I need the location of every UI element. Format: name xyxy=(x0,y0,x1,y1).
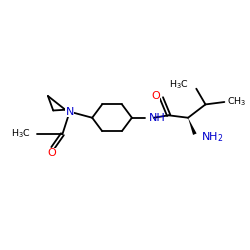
Text: NH: NH xyxy=(149,113,166,123)
Text: NH$_2$: NH$_2$ xyxy=(201,130,224,144)
Text: H$_3$C: H$_3$C xyxy=(169,78,189,90)
Text: O: O xyxy=(152,91,160,101)
Polygon shape xyxy=(188,118,196,135)
Text: N: N xyxy=(66,107,74,117)
Text: CH$_3$: CH$_3$ xyxy=(227,96,247,108)
Text: O: O xyxy=(48,148,56,158)
Text: H$_3$C: H$_3$C xyxy=(11,128,31,140)
